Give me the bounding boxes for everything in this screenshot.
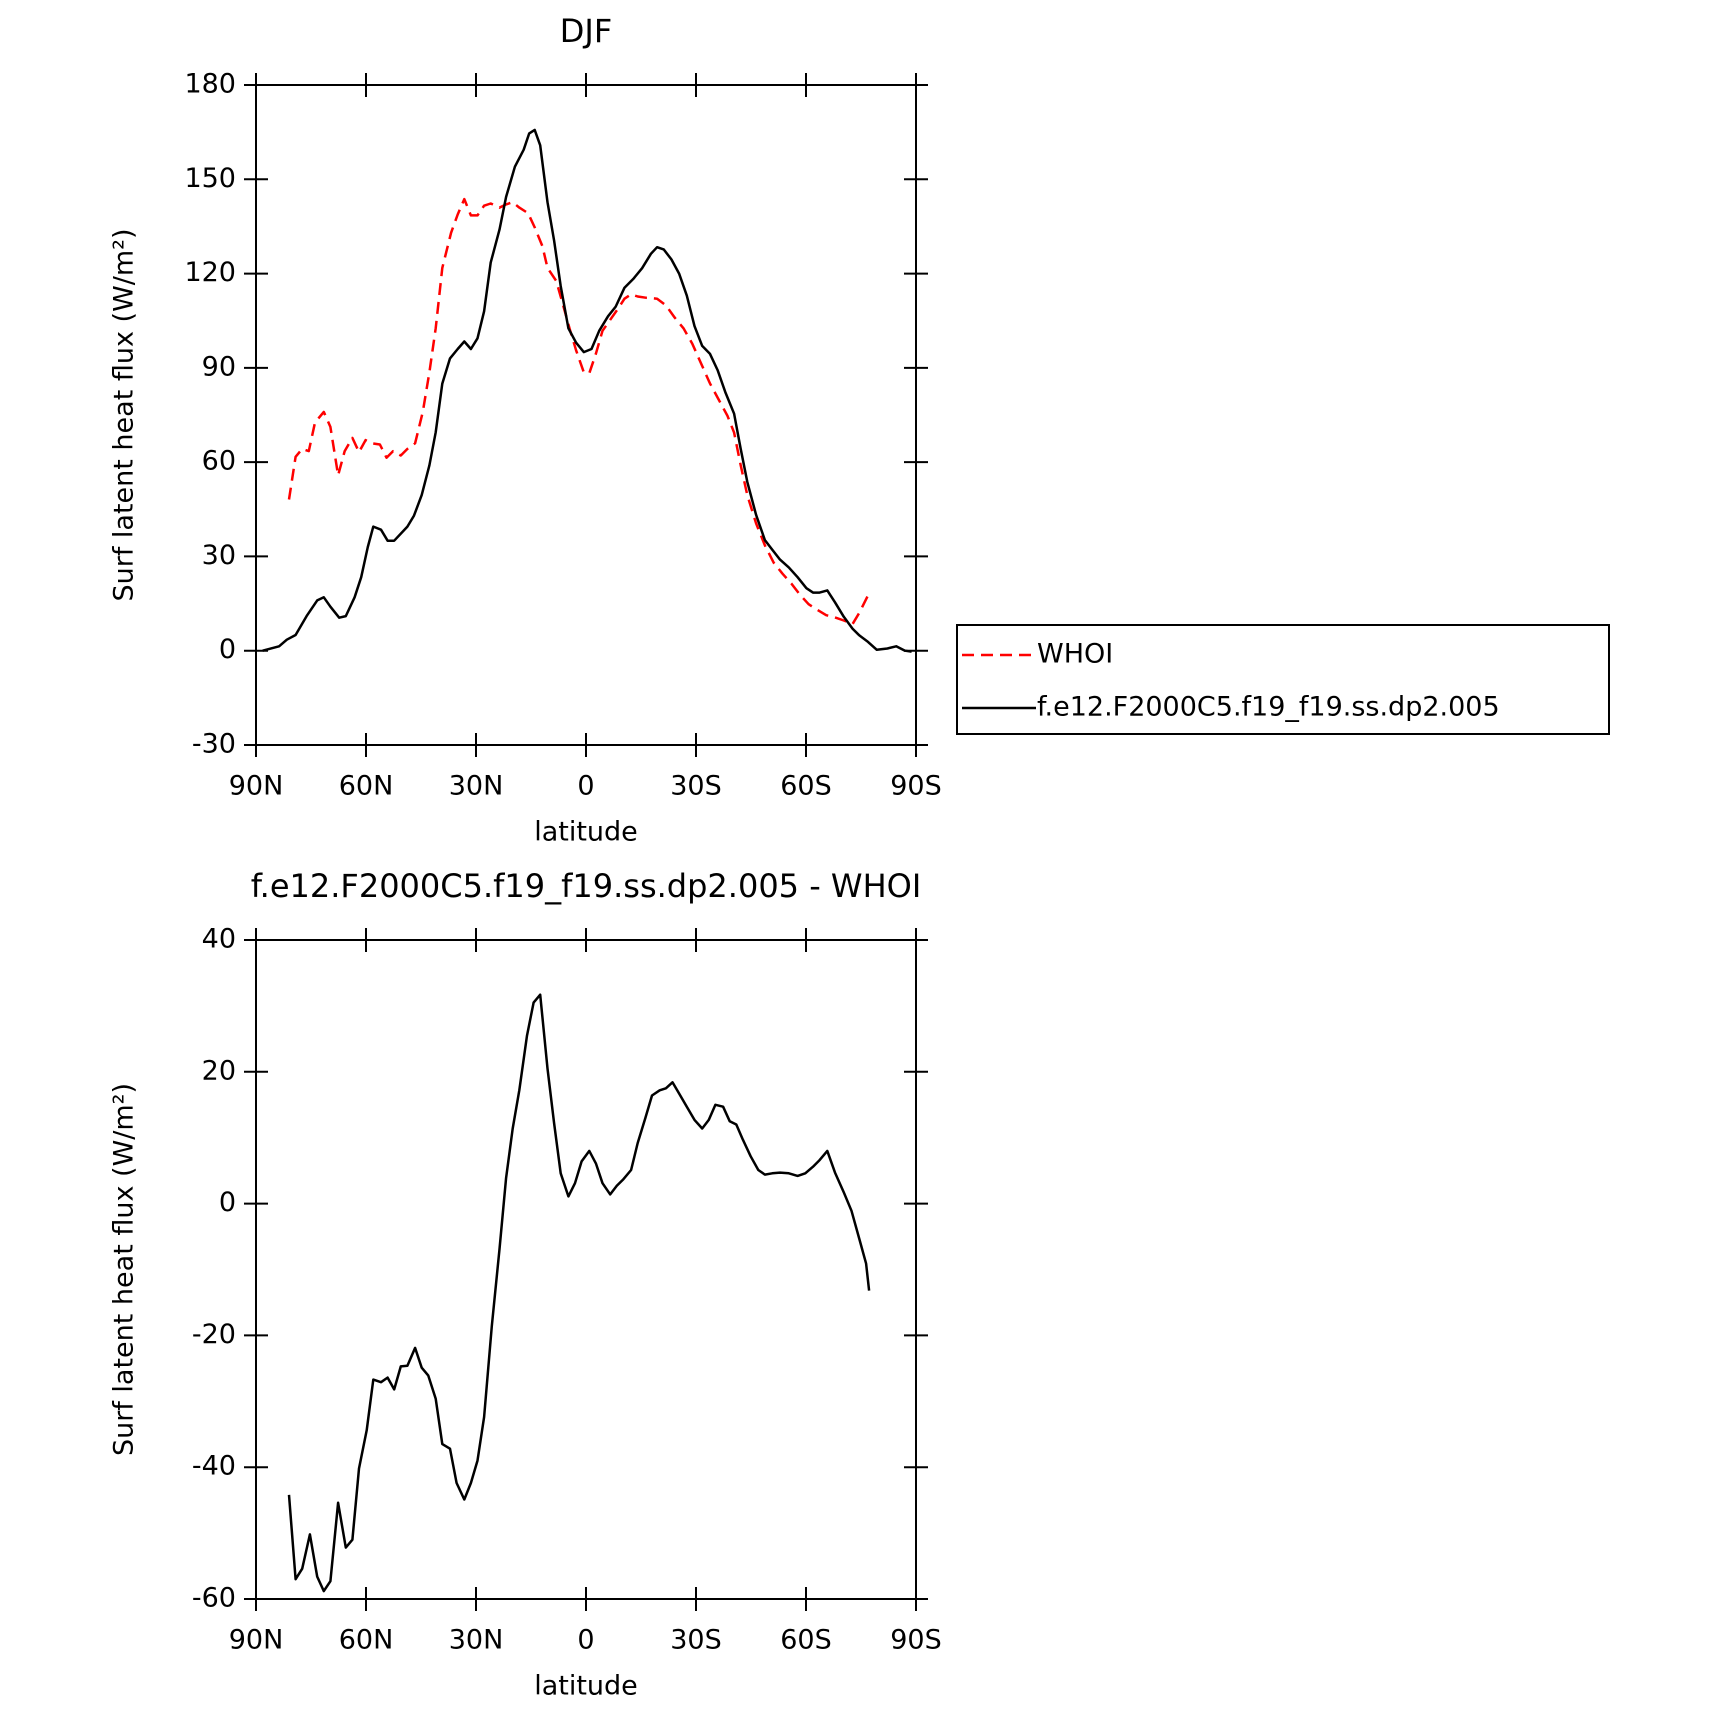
data-line — [262, 128, 912, 653]
y-tick-label: 150 — [184, 163, 236, 194]
data-line — [287, 993, 871, 1593]
x-tick-label: 90N — [229, 1625, 284, 1656]
y-tick-label: 30 — [202, 540, 236, 571]
y-tick-label: 60 — [202, 446, 236, 477]
y-tick-label: 40 — [202, 924, 236, 955]
x-axis-label: latitude — [534, 817, 638, 848]
y-tick-label: 20 — [202, 1055, 236, 1086]
y-axis-label: Surf latent heat flux (W/m²) — [109, 228, 140, 601]
y-tick-label: 120 — [184, 257, 236, 288]
x-tick-label: 0 — [577, 771, 594, 802]
y-tick-label: 0 — [219, 1187, 236, 1218]
legend-box — [956, 624, 1610, 735]
chart-title: DJF — [560, 12, 612, 50]
y-tick-label: 180 — [184, 69, 236, 100]
x-tick-label: 30N — [449, 1625, 504, 1656]
y-tick-label: -30 — [192, 729, 236, 760]
x-tick-label: 0 — [577, 1625, 594, 1656]
x-tick-label: 90S — [890, 771, 942, 802]
x-tick-label: 30N — [449, 771, 504, 802]
y-tick-label: -20 — [192, 1319, 236, 1350]
plot-frame — [255, 84, 917, 746]
y-tick-label: -60 — [192, 1583, 236, 1614]
y-axis-label: Surf latent heat flux (W/m²) — [109, 1083, 140, 1456]
x-tick-label: 90N — [229, 771, 284, 802]
x-tick-label: 30S — [670, 771, 722, 802]
y-tick-label: 0 — [219, 634, 236, 665]
y-tick-label: 90 — [202, 351, 236, 382]
legend-label: WHOI — [1037, 639, 1113, 670]
legend-label: f.e12.F2000C5.f19_f19.ss.dp2.005 — [1037, 692, 1500, 723]
x-tick-label: 60N — [339, 771, 394, 802]
x-tick-label: 60S — [780, 1625, 832, 1656]
x-tick-label: 60N — [339, 1625, 394, 1656]
data-line — [287, 197, 870, 626]
x-tick-label: 60S — [780, 771, 832, 802]
x-axis-label: latitude — [534, 1671, 638, 1702]
y-tick-label: -40 — [192, 1451, 236, 1482]
x-tick-label: 30S — [670, 1625, 722, 1656]
x-tick-label: 90S — [890, 1625, 942, 1656]
chart-title: f.e12.F2000C5.f19_f19.ss.dp2.005 - WHOI — [251, 867, 922, 905]
